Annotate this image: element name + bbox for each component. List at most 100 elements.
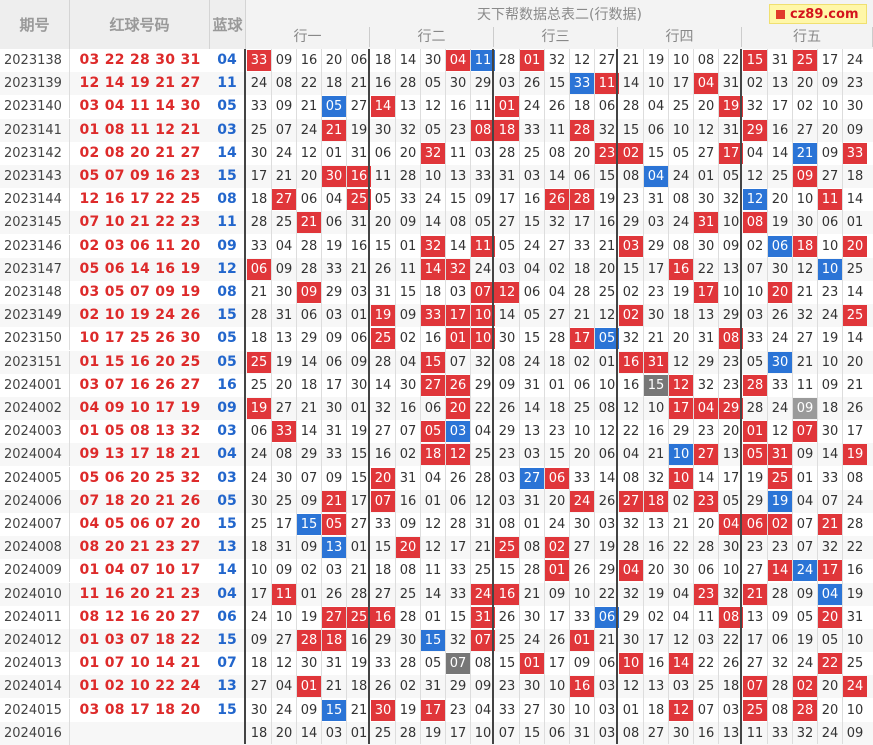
grid-cell: 16	[371, 606, 395, 628]
grid-cell: 20	[818, 606, 842, 628]
grid-cell: 24	[250, 470, 268, 486]
grid-cell: 02	[300, 563, 318, 579]
grid-cell: 30	[697, 238, 715, 254]
grid-cell: 15	[498, 656, 516, 672]
grid-cell: 04	[746, 145, 764, 161]
grid-cell: 17	[669, 398, 693, 419]
grid-cell: 30	[399, 377, 417, 393]
table-title: 天下帮数据总表二(行数据)	[477, 7, 642, 23]
blue-ball-number: 15	[217, 516, 237, 532]
grid-cell: 32	[474, 354, 492, 370]
grid-cell: 32	[548, 215, 566, 231]
grid-cell: 28	[498, 145, 516, 161]
site-logo[interactable]: cz89.com	[769, 4, 867, 24]
grid-cell: 12	[474, 493, 492, 509]
grid-cell: 05	[821, 633, 839, 648]
grid-cell: 07	[471, 630, 495, 651]
grid-cell: 31	[694, 212, 718, 234]
grid-cell: 21	[300, 99, 318, 115]
issue-number: 2023149	[0, 304, 70, 328]
grid-cell: 33	[771, 725, 789, 741]
grid-cell: 23	[449, 122, 467, 138]
grid-cell: 30	[424, 53, 442, 68]
grid-cell: 19	[598, 540, 616, 556]
grid-cell: 06	[325, 215, 343, 231]
grid-cell: 25	[672, 99, 690, 115]
grid-cell: 04	[523, 261, 541, 277]
grid-cell: 10	[275, 609, 293, 625]
grid-cell: 16	[399, 493, 417, 509]
grid-cell: 22	[722, 633, 740, 648]
issue-number: 2024009	[0, 559, 70, 583]
grid-cell: 14	[449, 238, 467, 254]
grid-cell: 28	[573, 285, 591, 300]
grid-cell: 20	[768, 282, 792, 303]
issue-number: 2023143	[0, 165, 70, 188]
grid-cell: 10	[672, 53, 690, 68]
grid-cell: 20	[275, 377, 293, 393]
grid-cell: 02	[619, 142, 643, 164]
grid-cell: 11	[746, 725, 764, 741]
grid-cell: 27	[275, 401, 293, 416]
grid-cell: 10	[821, 99, 839, 115]
grid-cell: 27	[694, 444, 718, 466]
grid-cell: 08	[474, 656, 492, 672]
grid-cell: 01	[548, 377, 566, 393]
group-separator	[244, 49, 246, 744]
red-ball-numbers: 12 16 17 22 25 27	[79, 191, 201, 230]
grid-cell: 21	[818, 514, 842, 535]
grid-cell: 17	[421, 699, 445, 721]
grid-cell: 09	[275, 99, 293, 115]
grid-cell: 10	[573, 702, 591, 718]
grid-cell: 18	[424, 285, 442, 300]
grid-cell: 07	[471, 282, 495, 303]
grid-cell: 26	[374, 679, 392, 695]
grid-cell: 01	[446, 328, 470, 350]
grid-cell: 08	[471, 119, 495, 141]
column-line	[668, 49, 669, 744]
grid-cell: 30	[796, 215, 814, 231]
grid-cell: 30	[275, 285, 293, 300]
grid-cell: 03	[647, 215, 665, 231]
grid-cell: 32	[796, 725, 814, 741]
grid-cell: 02	[622, 285, 640, 300]
table-row: 2023139 12 14 19 21 27 31 11 24 08 22 18 21 16 28…	[0, 72, 873, 114]
grid-cell: 32	[449, 633, 467, 648]
grid-cell: 24	[771, 401, 789, 416]
grid-cell: 32	[771, 656, 789, 672]
grid-cell: 06	[573, 169, 591, 184]
grid-cell: 13	[722, 261, 740, 277]
grid-cell: 03	[498, 76, 516, 92]
grid-cell: 01	[622, 702, 640, 718]
grid-cell: 33	[570, 73, 594, 95]
issue-number: 2024012	[0, 629, 70, 652]
blue-ball-number: 08	[217, 284, 237, 300]
grid-cell: 06	[573, 377, 591, 393]
grid-cell: 01	[495, 96, 519, 118]
grid-cell: 01	[325, 145, 343, 161]
grid-cell: 08	[399, 563, 417, 579]
red-ball-numbers: 01 03 07 18 22 28	[79, 632, 201, 671]
grid-cell: 23	[694, 490, 718, 512]
grid-cell: 26	[722, 656, 740, 672]
grid-cell: 24	[771, 331, 789, 347]
grid-cell: 09	[846, 122, 864, 138]
grid-cell: 12	[598, 308, 616, 324]
issue-number: 2023141	[0, 118, 70, 142]
red-ball-numbers: 03 22 28 30 31 33	[79, 52, 201, 91]
issue-number: 2023151	[0, 350, 70, 374]
grid-cell: 01	[350, 401, 368, 416]
blue-ball-column-header: 蓝球	[210, 0, 246, 49]
grid-cell: 04	[474, 702, 492, 718]
grid-cell: 24	[474, 261, 492, 277]
grid-cell: 31	[768, 444, 792, 466]
grid-cell: 15	[647, 145, 665, 161]
table-row: 2024013 01 07 10 14 21 25 07 18 12 30 31 19 33 28…	[0, 652, 873, 694]
grid-cell: 09	[399, 215, 417, 231]
grid-cell: 30	[771, 261, 789, 277]
grid-cell: 14	[771, 145, 789, 161]
grid-cell: 08	[498, 354, 516, 370]
table-row: 2023146 02 03 06 11 20 32 09 33 04 28 19 16 15 01…	[0, 234, 873, 277]
